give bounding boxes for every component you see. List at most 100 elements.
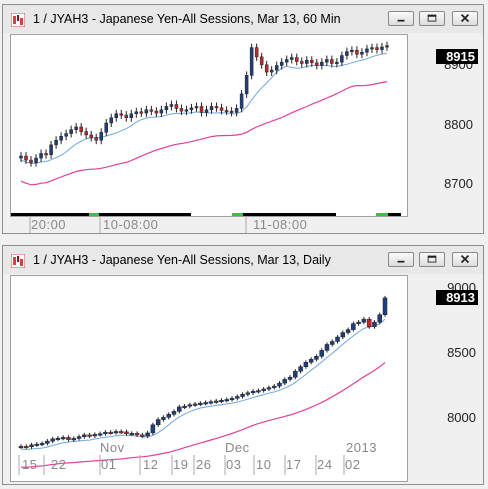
candle-body bbox=[370, 47, 374, 50]
minimize-button[interactable] bbox=[388, 11, 414, 26]
candle-body bbox=[124, 114, 129, 118]
candle-body bbox=[377, 314, 382, 323]
candle-body bbox=[82, 434, 87, 437]
candle-body bbox=[169, 104, 174, 107]
title-bar[interactable]: 1 / JYAH3 - Japanese Yen-All Sessions, M… bbox=[3, 5, 483, 33]
candle-body bbox=[19, 155, 23, 159]
candle-body bbox=[192, 403, 198, 406]
maximize-button[interactable] bbox=[419, 252, 445, 267]
candle-body bbox=[315, 62, 319, 66]
candle-body bbox=[150, 424, 156, 434]
day-label: 26 bbox=[196, 457, 212, 472]
candle-body bbox=[249, 47, 254, 76]
candle-body bbox=[50, 438, 55, 442]
candle-body bbox=[271, 385, 277, 388]
day-label: 01 bbox=[101, 457, 117, 472]
candle-body bbox=[244, 75, 249, 95]
candle-body bbox=[365, 48, 369, 53]
candle-body bbox=[295, 57, 299, 62]
candle-body bbox=[189, 107, 194, 111]
chart-area-60min[interactable] bbox=[10, 34, 408, 217]
candle-body bbox=[340, 55, 344, 63]
candle-body bbox=[300, 61, 304, 64]
candle-body bbox=[59, 135, 63, 141]
title-bar[interactable]: 1 / JYAH3 - Japanese Yen-All Sessions, M… bbox=[3, 246, 483, 274]
candle-body bbox=[203, 402, 208, 405]
candle-body bbox=[355, 49, 359, 55]
day-label: 24 bbox=[317, 457, 333, 472]
candle-body bbox=[254, 47, 259, 58]
candle-body bbox=[329, 341, 335, 345]
chart-window-60min[interactable]: 1 / JYAH3 - Japanese Yen-All Sessions, M… bbox=[2, 4, 484, 234]
chart-area-daily[interactable] bbox=[10, 275, 408, 482]
candle-body bbox=[24, 155, 28, 161]
candle-body bbox=[320, 61, 324, 66]
close-button[interactable] bbox=[452, 252, 478, 267]
candle-body bbox=[350, 49, 354, 52]
candle-body bbox=[177, 406, 182, 412]
candle-body bbox=[187, 404, 193, 407]
candle-body bbox=[66, 437, 71, 440]
candle-body bbox=[277, 382, 282, 387]
chart-window-daily[interactable]: 1 / JYAH3 - Japanese Yen-All Sessions, M… bbox=[2, 245, 484, 485]
candle-body bbox=[209, 106, 214, 111]
candle-body bbox=[224, 399, 229, 402]
candle-body bbox=[144, 109, 149, 114]
candle-body bbox=[199, 106, 204, 113]
x-axis-label: 20:00 bbox=[31, 217, 67, 232]
minimize-button[interactable] bbox=[388, 252, 414, 267]
candle-body bbox=[60, 437, 66, 440]
candle-body bbox=[274, 65, 279, 71]
month-label-nov: Nov bbox=[100, 440, 125, 455]
candle-body bbox=[293, 370, 298, 378]
candle-body bbox=[164, 106, 169, 111]
session-indicator bbox=[232, 213, 243, 216]
candle-body bbox=[89, 134, 93, 138]
day-label: 19 bbox=[173, 457, 189, 472]
candle-body bbox=[239, 93, 244, 109]
candle-body bbox=[204, 109, 209, 113]
candle-body bbox=[245, 392, 251, 395]
candle-body bbox=[264, 64, 269, 73]
y-axis-label-8700: 8700 bbox=[444, 176, 473, 191]
candle-body bbox=[108, 431, 113, 434]
candle-body bbox=[139, 111, 144, 114]
candle-body bbox=[235, 396, 240, 399]
candle-body bbox=[194, 106, 199, 109]
x-axis-label: 10-08:00 bbox=[103, 217, 159, 232]
close-button[interactable] bbox=[452, 11, 478, 26]
candle-body bbox=[97, 433, 103, 436]
close-icon bbox=[460, 13, 470, 23]
candle-body bbox=[305, 59, 309, 64]
candle-body bbox=[345, 329, 351, 333]
y-axis-label-8000: 8000 bbox=[447, 410, 476, 425]
candle-body bbox=[261, 388, 266, 391]
candle-body bbox=[129, 113, 134, 118]
candle-body bbox=[29, 159, 33, 163]
candle-body bbox=[171, 411, 177, 415]
minimize-icon bbox=[397, 19, 405, 22]
candle-body bbox=[219, 399, 224, 402]
day-label: 17 bbox=[286, 457, 302, 472]
slow-moving-average-line bbox=[20, 81, 388, 186]
candle-body bbox=[208, 401, 214, 404]
candle-body bbox=[335, 61, 339, 64]
candle-body bbox=[155, 419, 161, 426]
day-label: 22 bbox=[51, 457, 67, 472]
candle-body bbox=[240, 394, 245, 397]
candle-body bbox=[129, 433, 135, 436]
candle-body bbox=[54, 139, 58, 146]
candle-body bbox=[360, 51, 364, 55]
candle-body bbox=[104, 122, 108, 133]
month-label-2013: 2013 bbox=[346, 440, 377, 455]
candle-body bbox=[134, 111, 139, 115]
candle-body bbox=[214, 106, 219, 109]
candle-body bbox=[55, 437, 61, 440]
day-label: 10 bbox=[256, 457, 272, 472]
candle-body bbox=[250, 391, 256, 394]
candle-body bbox=[213, 400, 219, 403]
day-label: 15 bbox=[22, 457, 38, 472]
candle-body bbox=[266, 387, 272, 390]
maximize-button[interactable] bbox=[419, 11, 445, 26]
candle-body bbox=[382, 297, 388, 315]
